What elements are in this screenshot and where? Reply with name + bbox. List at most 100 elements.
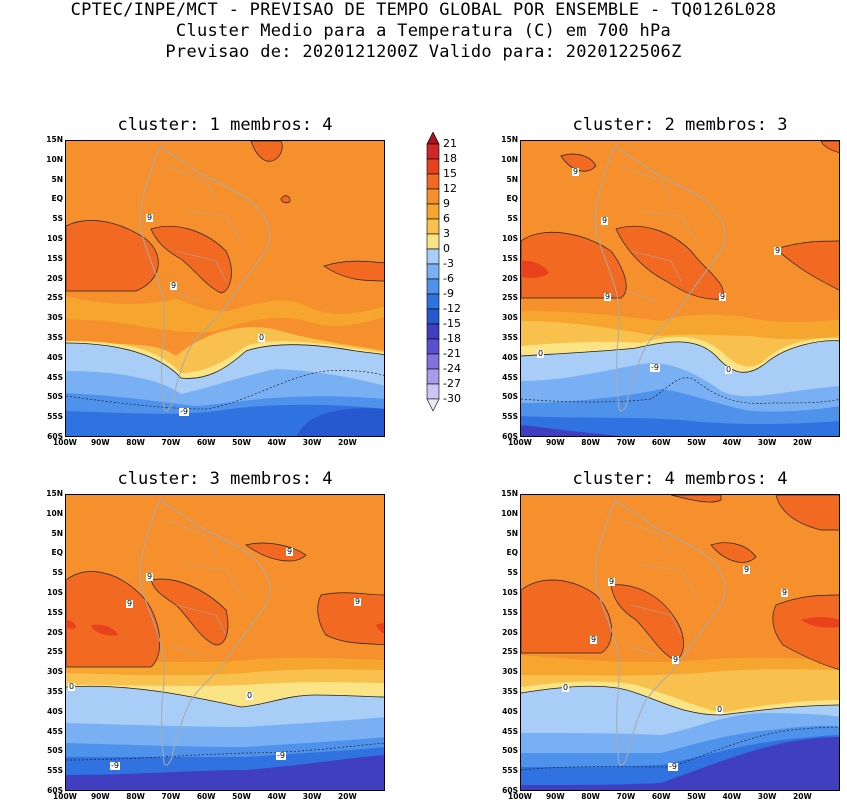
lat-tick-label: 15S: [47, 253, 63, 263]
lat-tick-label: 20S: [502, 273, 518, 283]
colorbar-segment: [426, 248, 440, 265]
contour-label: 0: [716, 705, 724, 714]
lat-tick-label: 20S: [502, 627, 518, 637]
lon-tick-label: 20W: [338, 792, 357, 801]
lon-tick-label: 30W: [757, 438, 777, 447]
colorbar-tick-label: 15: [443, 167, 457, 180]
lat-tick-label: 50S: [47, 392, 63, 402]
colorbar-segment: [426, 188, 440, 205]
contour-label: 9: [126, 599, 134, 608]
colorbar-tick-label: -24: [443, 362, 461, 375]
lat-tick-label: 5S: [52, 568, 63, 578]
lat-tick-label: 40S: [47, 706, 63, 716]
contour-label: 0: [725, 365, 733, 374]
lon-tick-label: 50W: [687, 438, 706, 447]
lon-tick-label: 100W: [53, 438, 77, 447]
lon-tick-label: 70W: [161, 792, 181, 801]
lon-tick-label: 90W: [545, 438, 565, 447]
colorbar-segment: [426, 293, 440, 310]
panel-title-cluster-4: cluster: 4 membros: 4: [572, 469, 788, 489]
colorbar-tick-label: -21: [443, 347, 461, 360]
colorbar-segment: [426, 143, 440, 160]
colorbar-tick-label: 12: [443, 182, 457, 195]
lat-tick-label: 5S: [52, 214, 63, 224]
lat-tick-label: 30S: [47, 313, 63, 323]
lon-tick-label: 90W: [90, 438, 110, 447]
lon-tick-label: 40W: [722, 792, 742, 801]
lat-tick-label: 5N: [506, 528, 519, 538]
contour-label: 9: [146, 213, 154, 222]
contour-label: 0: [562, 683, 570, 692]
lat-tick-label: 10N: [46, 154, 63, 164]
contour-label: 9: [774, 246, 782, 255]
lat-tick-label: 45S: [47, 726, 63, 736]
lat-tick-label: 15S: [502, 607, 518, 617]
map-panel-cluster-3: [65, 494, 385, 791]
lat-tick-label: 5N: [51, 528, 64, 538]
lon-tick-label: 30W: [302, 792, 322, 801]
contour-label: 9: [608, 577, 616, 586]
contour-label: 9: [146, 572, 154, 581]
lon-tick-label: 20W: [793, 792, 812, 801]
lat-tick-label: 30S: [502, 667, 518, 677]
lat-tick-label: 15N: [501, 489, 518, 498]
contour-label: 9: [743, 565, 751, 574]
lat-tick-label: 50S: [502, 392, 518, 402]
colorbar: [426, 132, 440, 412]
lat-tick-label: 5S: [507, 214, 518, 224]
colorbar-tick-label: -30: [443, 392, 461, 405]
contour-label: 9: [170, 281, 178, 290]
contour-label: 9: [590, 635, 598, 644]
lat-tick-label: 30S: [47, 667, 63, 677]
colorbar-tick-label: -27: [443, 377, 461, 390]
lat-tick-label: EQ: [506, 548, 519, 558]
colorbar-tick-label: 6: [443, 212, 450, 225]
lat-tick-label: 50S: [47, 746, 63, 756]
colorbar-bottom-arrow: [426, 398, 440, 412]
lat-tick-label: 10N: [501, 508, 518, 518]
lon-tick-label: 20W: [793, 438, 812, 447]
contour-label: 9: [604, 292, 612, 301]
lat-tick-label: 5S: [507, 568, 518, 578]
colorbar-tick-label: 18: [443, 152, 457, 165]
colorbar-segment: [426, 173, 440, 190]
colorbar-segment: [426, 383, 440, 400]
lat-tick-label: 55S: [502, 412, 518, 422]
lat-tick-label: 15N: [46, 135, 63, 144]
lat-tick-label: 35S: [47, 687, 63, 696]
lat-tick-label: 50S: [502, 746, 518, 756]
contour-label: 9: [354, 597, 362, 606]
colorbar-segment: [426, 158, 440, 175]
lat-tick-label: 60S: [47, 432, 63, 441]
lat-tick-label: 10S: [47, 588, 63, 597]
colorbar-segment: [426, 203, 440, 220]
panel-title-cluster-3: cluster: 3 membros: 4: [117, 469, 333, 489]
colorbar-segment: [426, 278, 440, 295]
contour-label: 9: [286, 547, 294, 556]
lon-tick-label: 40W: [267, 792, 287, 801]
contour-label: -9: [276, 751, 286, 760]
lat-tick-label: 40S: [502, 706, 518, 716]
contour-label: -9: [668, 762, 678, 771]
lon-tick-label: 20W: [338, 438, 357, 447]
colorbar-tick-label: 3: [443, 227, 450, 240]
lon-tick-label: 70W: [616, 792, 636, 801]
colorbar-segment: [426, 368, 440, 385]
lon-tick-label: 80W: [581, 792, 600, 801]
colorbar-tick-label: -6: [443, 272, 454, 285]
lat-tick-label: EQ: [51, 194, 64, 204]
lat-tick-label: 25S: [47, 647, 63, 657]
colorbar-tick-label: -3: [443, 257, 454, 270]
lon-tick-label: 80W: [126, 438, 145, 447]
contour-label: -9: [179, 407, 189, 416]
colorbar-tick-label: 21: [443, 137, 457, 150]
lat-tick-label: 15N: [46, 489, 63, 498]
colorbar-segment: [426, 323, 440, 340]
lon-tick-label: 100W: [53, 792, 77, 801]
lat-tick-label: 35S: [502, 687, 518, 696]
lon-tick-label: 100W: [508, 438, 532, 447]
lon-tick-label: 70W: [161, 438, 181, 447]
lat-tick-label: 15S: [502, 253, 518, 263]
colorbar-tick-label: -15: [443, 317, 461, 330]
lat-tick-label: EQ: [506, 194, 519, 204]
